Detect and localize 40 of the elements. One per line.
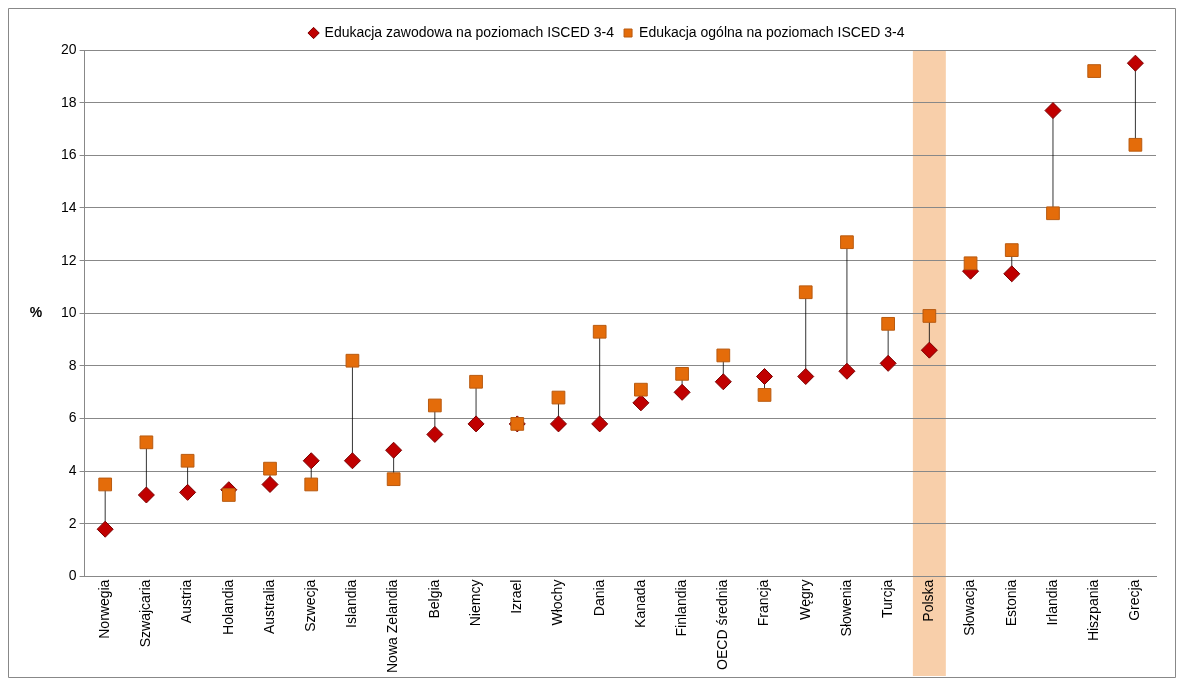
x-tick-label: Włochy bbox=[549, 579, 566, 626]
x-tick-label: Dania bbox=[590, 579, 607, 617]
y-tick-label: 6 bbox=[68, 409, 77, 426]
x-tick-label: Belgia bbox=[425, 579, 442, 619]
legend-label: Edukacja zawodowa na poziomach ISCED 3-4 bbox=[324, 23, 615, 40]
y-tick-label: 8 bbox=[68, 356, 77, 373]
x-tick-label: Polska bbox=[920, 579, 937, 622]
y-tick-label: 12 bbox=[60, 251, 77, 268]
y-tick-label: 18 bbox=[60, 93, 77, 110]
x-tick-label: Islandia bbox=[343, 579, 360, 628]
x-tick-label: Holandia bbox=[219, 579, 236, 635]
x-tick-label: Finlandia bbox=[672, 579, 689, 637]
y-tick-label: 14 bbox=[60, 198, 77, 215]
x-tick-label: Grecja bbox=[1126, 579, 1143, 621]
x-tick-label: Australia bbox=[260, 579, 277, 635]
x-tick-label: Norwegia bbox=[96, 579, 113, 639]
x-tick-label: Estonia bbox=[1002, 579, 1019, 627]
x-tick-label: Szwajcaria bbox=[137, 579, 154, 648]
x-tick-label: Szwecja bbox=[302, 579, 319, 632]
y-tick-label: 4 bbox=[68, 462, 77, 479]
x-tick-label: Izrael bbox=[508, 579, 525, 614]
y-tick-label: 20 bbox=[60, 40, 77, 57]
y-axis-title: % bbox=[29, 304, 43, 321]
x-tick-label: Niemcy bbox=[466, 579, 483, 627]
x-tick-label: Francja bbox=[755, 579, 772, 627]
x-tick-label: Węgry bbox=[796, 579, 813, 621]
y-tick-label: 16 bbox=[60, 146, 77, 163]
x-tick-label: Austria bbox=[178, 579, 195, 624]
x-tick-label: Kanada bbox=[631, 579, 648, 628]
legend-label: Edukacja ogólna na poziomach ISCED 3-4 bbox=[639, 23, 905, 40]
y-tick-label: 10 bbox=[60, 304, 77, 321]
x-tick-label: Turcja bbox=[879, 579, 895, 618]
y-tick-label: 2 bbox=[68, 514, 77, 531]
y-tick-label: 0 bbox=[68, 567, 77, 584]
x-tick-label: Słowenia bbox=[837, 579, 854, 637]
x-tick-label: Słowacja bbox=[961, 579, 978, 636]
x-tick-label: Hiszpania bbox=[1085, 579, 1102, 642]
x-tick-label: Irlandia bbox=[1043, 579, 1060, 626]
x-tick-label: Nowa Zelandia bbox=[384, 579, 401, 673]
x-tick-label: OECD średnia bbox=[714, 579, 731, 670]
